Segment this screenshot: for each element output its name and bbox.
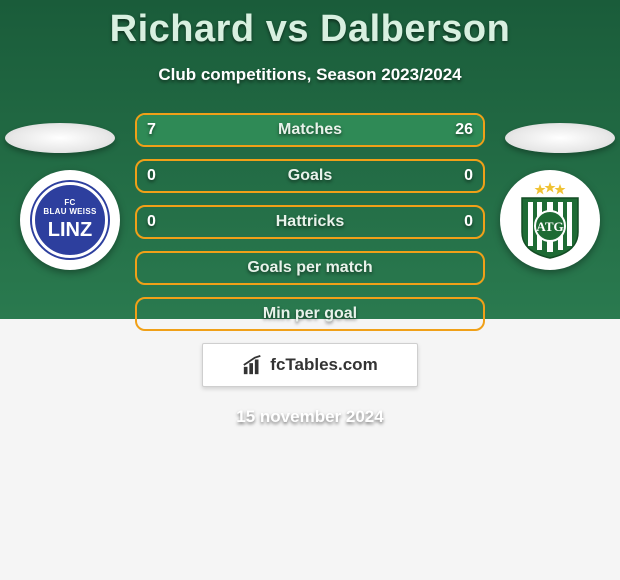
watermark: fcTables.com (202, 343, 418, 387)
stat-label: Hattricks (276, 213, 344, 231)
stat-fill-right (210, 115, 483, 145)
club-badge-left: FC BLAU WEISS LINZ (20, 170, 120, 270)
stat-row-matches: 7 Matches 26 (135, 113, 485, 147)
stat-right-value: 0 (464, 167, 473, 185)
stat-label: Matches (278, 121, 342, 139)
stat-row-goals: 0 Goals 0 (135, 159, 485, 193)
stat-row-gpm: Goals per match (135, 251, 485, 285)
player-oval-left (5, 123, 115, 153)
club-badge-right: ATG (500, 170, 600, 270)
stat-left-value: 0 (147, 213, 156, 231)
linz-mid-text: BLAU WEISS (43, 208, 96, 217)
stat-label: Goals per match (247, 259, 372, 277)
stat-right-value: 26 (455, 121, 473, 139)
stat-label: Goals (288, 167, 332, 185)
stat-left-value: 0 (147, 167, 156, 185)
watermark-text: fcTables.com (270, 355, 377, 375)
stat-label: Min per goal (263, 305, 357, 323)
america-stars (535, 182, 566, 195)
stat-left-value: 7 (147, 121, 156, 139)
linz-crest: FC BLAU WEISS LINZ (32, 182, 108, 258)
linz-big-text: LINZ (48, 219, 92, 241)
subtitle: Club competitions, Season 2023/2024 (0, 65, 620, 85)
stat-right-value: 0 (464, 213, 473, 231)
page-title: Richard vs Dalberson (0, 0, 620, 51)
chart-icon (242, 354, 264, 376)
stat-row-hattricks: 0 Hattricks 0 (135, 205, 485, 239)
svg-text:ATG: ATG (536, 219, 563, 234)
player-oval-right (505, 123, 615, 153)
date-text: 15 november 2024 (0, 407, 620, 427)
stats-container: 7 Matches 26 0 Goals 0 0 Hattricks 0 Goa… (135, 113, 485, 331)
america-crest: ATG (514, 180, 586, 260)
stat-row-mpg: Min per goal (135, 297, 485, 331)
